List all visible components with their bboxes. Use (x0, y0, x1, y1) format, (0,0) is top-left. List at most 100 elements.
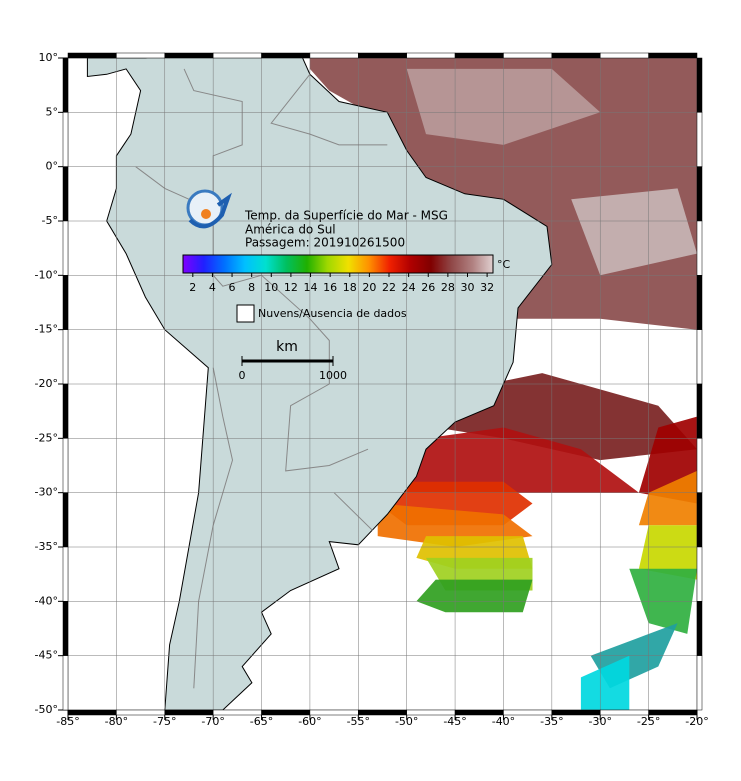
colorbar-tick-label: 8 (248, 281, 255, 294)
logo-arrow (188, 192, 232, 229)
y-tick-label: -50° (35, 703, 58, 716)
frame-segment (62, 166, 69, 222)
frame-segment (406, 52, 456, 59)
frame-segment (164, 52, 214, 59)
colorbar-unit: °C (497, 258, 511, 271)
frame-segment (212, 709, 262, 716)
colorbar-tick-label: 18 (343, 281, 357, 294)
country-border (333, 492, 374, 532)
frame-segment (309, 52, 359, 59)
frame-segment (62, 220, 69, 276)
colorbar-tick-label: 28 (441, 281, 455, 294)
frame-segment (358, 709, 407, 716)
y-tick-label: -45° (35, 649, 58, 662)
scale-tick-label: 0 (239, 369, 246, 382)
x-tick-label: -20° (685, 715, 708, 728)
frame-segment (454, 709, 504, 716)
x-tick-label: -40° (492, 715, 515, 728)
legend-title: Temp. da Superfície do Mar - MSG (244, 209, 448, 223)
x-tick-label: -75° (153, 715, 176, 728)
sst-patch (406, 427, 639, 493)
x-tick-label: -45° (443, 715, 466, 728)
frame-segment (62, 275, 69, 330)
frame-segment (309, 709, 359, 716)
no-data-label: Nuvens/Ausencia de dados (258, 307, 407, 320)
frame-segment (67, 709, 117, 716)
frame-segment (696, 492, 703, 548)
y-tick-label: -25° (35, 431, 58, 444)
colorbar-tick-label: 10 (264, 281, 278, 294)
frame-segment (551, 52, 601, 59)
frame-segment (599, 709, 649, 716)
scale-unit: km (276, 339, 298, 355)
frame-segment (62, 329, 69, 385)
frame-segment (696, 166, 703, 222)
frame-segment (406, 709, 456, 716)
frame-segment (358, 52, 407, 59)
y-tick-label: 0° (46, 160, 59, 173)
frame-segment (454, 52, 504, 59)
x-tick-label: -85° (56, 715, 79, 728)
frame-segment (696, 438, 703, 493)
y-tick-label: -35° (35, 540, 58, 553)
colorbar-tick-label: 6 (229, 281, 236, 294)
frame-segment (62, 383, 69, 439)
y-tick-label: -15° (35, 323, 58, 336)
sst-patch (580, 655, 630, 710)
colorbar-tick-label: 32 (480, 281, 494, 294)
country-border (135, 166, 330, 384)
frame-segment (696, 601, 703, 656)
frame-segment (599, 52, 649, 59)
colorbar-tick-label: 22 (382, 281, 396, 294)
x-tick-label: -30° (588, 715, 611, 728)
x-tick-label: -60° (298, 715, 321, 728)
no-data-swatch (236, 304, 255, 323)
x-tick-label: -70° (201, 715, 224, 728)
logo-sun (201, 209, 211, 219)
x-tick-label: -80° (105, 715, 128, 728)
y-tick-label: 5° (46, 105, 59, 118)
y-tick-label: -40° (35, 594, 58, 607)
sst-patch (638, 525, 697, 580)
frame-segment (696, 655, 703, 711)
legend: Temp. da Superfície do Mar - MSG América… (182, 189, 511, 382)
y-tick-label: -5° (42, 214, 58, 227)
y-tick-label: 10° (39, 51, 59, 64)
colorbar-tick-label: 30 (460, 281, 474, 294)
colorbar-tick-label: 14 (304, 281, 318, 294)
frame-segment (261, 52, 311, 59)
frame-segment (696, 546, 703, 602)
frame-segment (696, 383, 703, 439)
frame-segment (503, 709, 553, 716)
y-tick-label: -30° (35, 486, 58, 499)
frame-segment (116, 52, 166, 59)
legend-pass: Passagem: 201910261500 (245, 236, 405, 250)
colorbar-tick-label: 26 (421, 281, 435, 294)
colorbar-tick-label: 16 (323, 281, 337, 294)
x-tick-label: -35° (540, 715, 563, 728)
frame-segment (67, 52, 117, 59)
frame-segment (62, 492, 69, 548)
frame-segment (212, 52, 262, 59)
frame-segment (551, 709, 601, 716)
x-tick-label: -25° (637, 715, 660, 728)
frame-segment (261, 709, 311, 716)
y-tick-label: -20° (35, 377, 58, 390)
axes: -85° -80° -75° -70° -65° -60° -55° -50° -45° -40°… (35, 51, 709, 728)
frame-segment (696, 329, 703, 385)
frame-segment (696, 57, 703, 113)
grid (68, 58, 697, 710)
y-tick-label: -10° (35, 268, 58, 281)
frame-segment (696, 112, 703, 167)
frame-segment (116, 709, 166, 716)
frame-segment (503, 52, 553, 59)
colorbar-tick-label: 12 (284, 281, 298, 294)
sst-patch (638, 470, 697, 526)
colorbar-tick-label: 24 (402, 281, 416, 294)
x-tick-label: -55° (347, 715, 370, 728)
frame-segment (62, 438, 69, 493)
scale-tick-label: 1000 (319, 369, 347, 382)
country-border (285, 383, 369, 472)
frame-segment (62, 601, 69, 656)
